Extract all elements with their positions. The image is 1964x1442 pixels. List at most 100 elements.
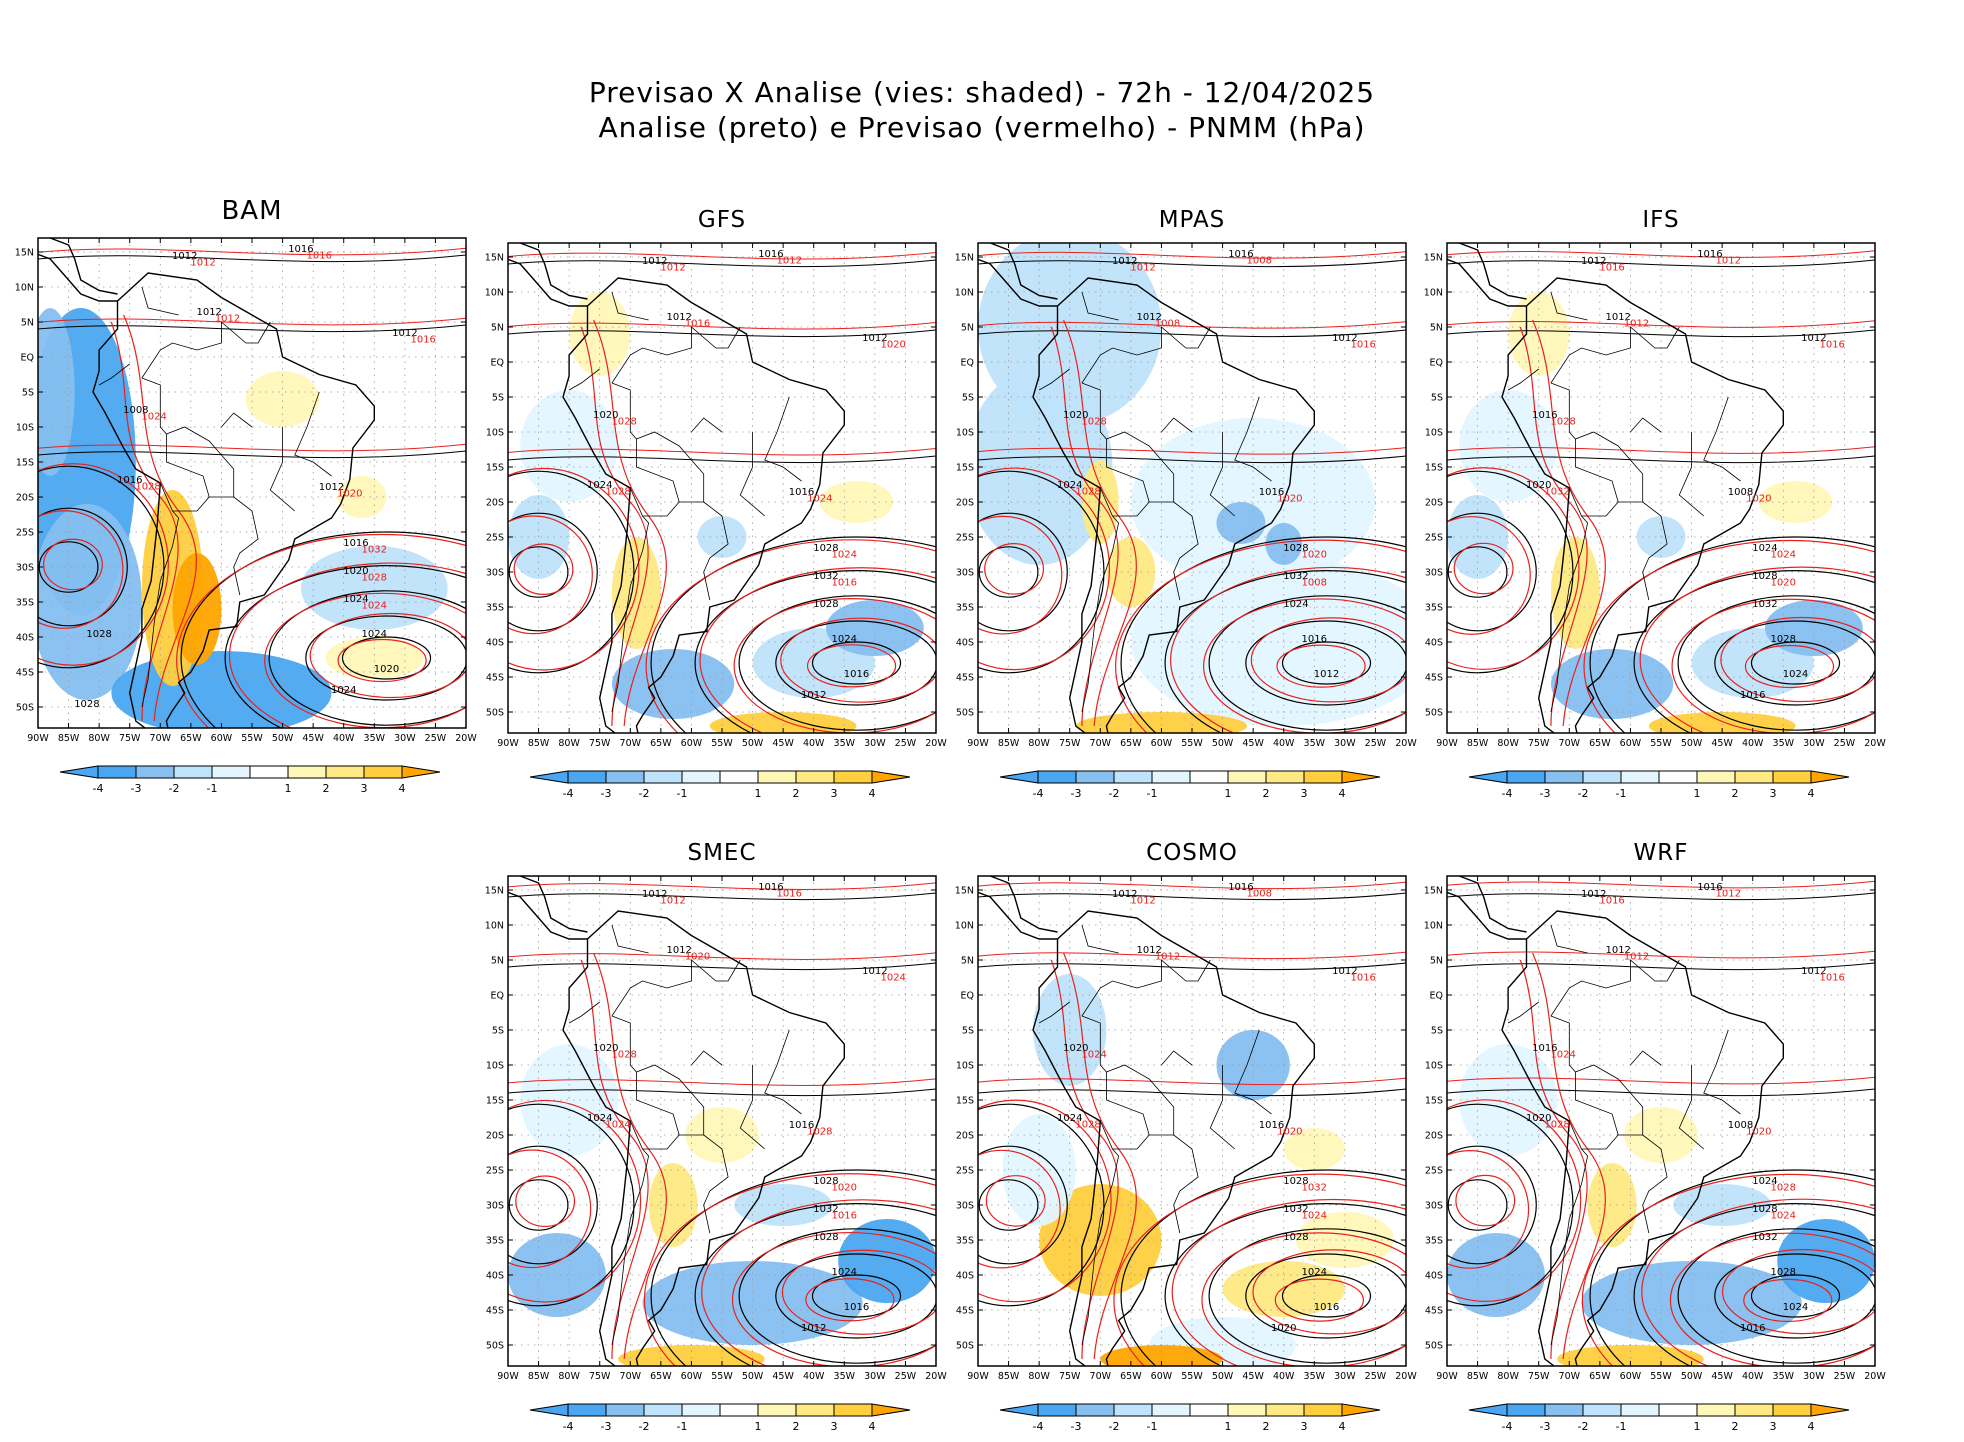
colorbar-label: 3 (1301, 1420, 1308, 1433)
coastline (508, 891, 588, 940)
colorbar-segment (681, 1403, 721, 1417)
country-border (611, 291, 649, 321)
lon-tick-label: 45W (1242, 1371, 1264, 1382)
lat-tick-label: 40S (956, 638, 974, 649)
lon-tick-label: 65W (1120, 1371, 1142, 1382)
analysis-contour-label: 1012 (196, 307, 221, 318)
lat-tick-label: 25S (1425, 533, 1443, 544)
colorbar-segment (1341, 770, 1381, 784)
lat-tick-label: 35S (486, 603, 504, 614)
colorbar-segment (1544, 1403, 1584, 1417)
country-border (1630, 1050, 1662, 1066)
bias-shade (520, 390, 619, 502)
isobar (1447, 455, 1875, 464)
lat-tick-label: 10N (1424, 288, 1443, 299)
analysis-contour-label: 1012 (801, 690, 826, 701)
country-border (1550, 1015, 1668, 1234)
analysis-contour-label: 1012 (1136, 312, 1161, 323)
lon-tick-label: 90W (497, 1371, 519, 1382)
lon-tick-label: 20W (1864, 738, 1886, 749)
isobar (1447, 259, 1875, 268)
lat-tick-label: 45S (1425, 1306, 1443, 1317)
country-border (269, 427, 296, 512)
isobar (309, 612, 466, 699)
colorbar-segment (1303, 1403, 1343, 1417)
lat-tick-label: 30S (1425, 1201, 1443, 1212)
isobar (508, 470, 635, 674)
colorbar-segment (249, 765, 289, 779)
isobar (806, 644, 897, 688)
lon-tick-label: 40W (803, 1371, 825, 1382)
isobar (508, 882, 936, 890)
country-border (1161, 417, 1193, 433)
forecast-contour-label: 1012 (190, 257, 215, 268)
colorbar-segment (643, 1403, 683, 1417)
lon-tick-label: 70W (1090, 1371, 1112, 1382)
country-border (141, 286, 179, 316)
analysis-contour-label: 1020 (1063, 410, 1088, 421)
lat-tick-label: 5N (491, 956, 504, 967)
isobar (1447, 1150, 1530, 1269)
coastline (1032, 277, 1315, 733)
forecast-contour-label: 1008 (1302, 577, 1327, 588)
bias-shade (1636, 516, 1686, 558)
isobar (508, 455, 936, 464)
lat-tick-label: 50S (486, 1341, 504, 1352)
colorbar-segment (1303, 770, 1343, 784)
forecast-contour-label: 1012 (777, 255, 802, 266)
bias-shade (1648, 712, 1796, 733)
isobar (508, 467, 640, 671)
colorbar-segment (1151, 770, 1191, 784)
bias-shade (819, 481, 894, 523)
analysis-contour-label: 1024 (587, 1113, 612, 1124)
country-border (611, 959, 741, 1017)
forecast-contour-label: 1016 (1350, 972, 1375, 983)
isobar (1050, 959, 1119, 1360)
lon-tick-label: 75W (119, 733, 141, 744)
isobar (1447, 1099, 1582, 1302)
lon-tick-label: 75W (589, 738, 611, 749)
lat-tick-label: 50S (16, 703, 34, 714)
forecast-contour-label: 1028 (1081, 416, 1106, 427)
isobar (733, 598, 936, 733)
isobar (1589, 1169, 1875, 1366)
isobar (694, 570, 936, 733)
forecast-contour-label: 1024 (1771, 1210, 1796, 1221)
forecast-contour-label: 1020 (337, 488, 362, 499)
colorbar-label: 3 (1301, 787, 1308, 800)
forecast-contour-label: 1016 (1819, 339, 1844, 350)
colorbar-segment (1468, 770, 1508, 784)
colorbar-segment (1151, 1403, 1191, 1417)
country-border (1209, 1065, 1236, 1150)
colorbar-segment (1658, 770, 1698, 784)
forecast-contour-label: 1028 (611, 1049, 636, 1060)
forecast-contour-label: 1020 (1746, 493, 1771, 504)
country-border (568, 1001, 600, 1024)
isobar (1120, 1169, 1406, 1366)
isobar (1581, 1173, 1875, 1366)
isobar (1164, 570, 1406, 733)
lat-tick-label: 5S (492, 1026, 504, 1037)
analysis-contour-label: 1020 (1526, 480, 1551, 491)
isobar (978, 470, 1105, 674)
lat-tick-label: EQ (961, 358, 974, 369)
isobar (978, 962, 1406, 971)
analysis-contour-label: 1012 (1581, 889, 1606, 900)
lon-tick-label: 60W (681, 738, 703, 749)
lon-tick-label: 25W (425, 733, 447, 744)
analysis-contour-label: 1028 (813, 599, 838, 610)
colorbar-segment (605, 1403, 645, 1417)
isobar (508, 329, 936, 338)
country-border (764, 1029, 802, 1115)
forecast-contour-label: 1020 (1302, 549, 1327, 560)
forecast-contour-label: 1012 (1130, 262, 1155, 273)
coastline (562, 277, 845, 733)
coastline (562, 910, 845, 1366)
forecast-contour-label: 1024 (1771, 549, 1796, 560)
analysis-contour-label: 1016 (1314, 1302, 1339, 1313)
country-border (635, 1072, 704, 1136)
isobar (978, 1088, 1406, 1097)
forecast-contour-label: 1008 (1247, 255, 1272, 266)
lon-tick-label: 80W (1497, 1371, 1519, 1382)
lat-tick-label: 5N (1430, 323, 1443, 334)
